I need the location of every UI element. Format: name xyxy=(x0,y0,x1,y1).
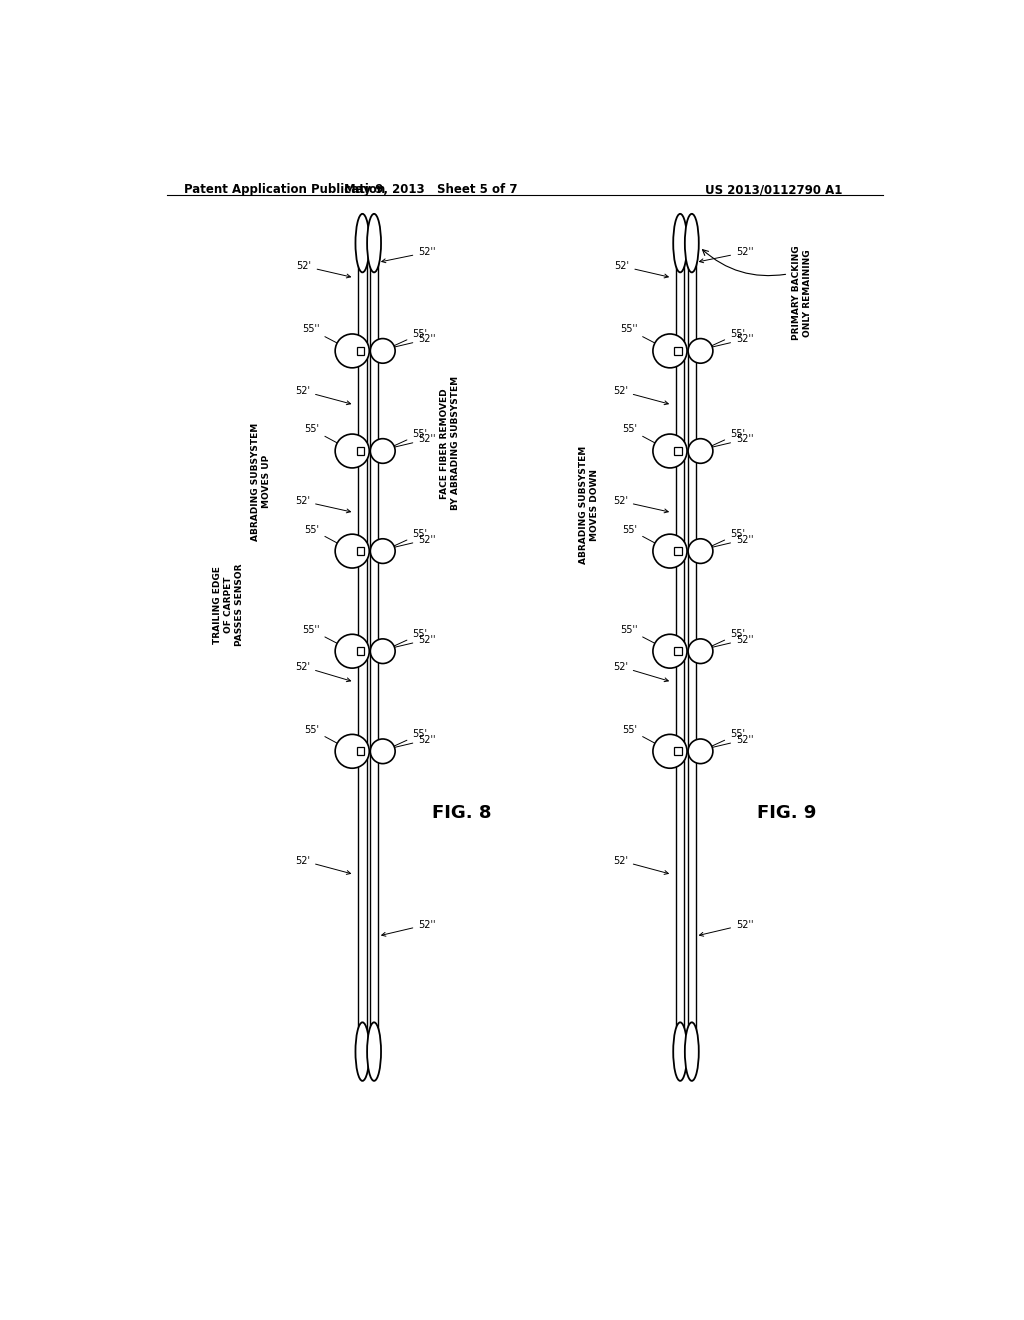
Text: 52': 52' xyxy=(295,496,350,512)
Circle shape xyxy=(335,334,370,368)
Circle shape xyxy=(653,734,687,768)
Bar xyxy=(356,447,365,455)
Text: FIG. 9: FIG. 9 xyxy=(757,804,816,822)
Text: 52'': 52'' xyxy=(699,247,754,263)
Text: 55': 55' xyxy=(623,425,667,449)
Text: 55': 55' xyxy=(705,529,744,549)
Circle shape xyxy=(371,338,395,363)
Bar xyxy=(356,548,365,554)
Bar xyxy=(370,243,378,1052)
Circle shape xyxy=(335,734,370,768)
Text: 55': 55' xyxy=(386,429,427,450)
Text: 52'': 52'' xyxy=(382,535,436,552)
Text: 55'': 55'' xyxy=(620,624,667,649)
Text: ABRADING SUBSYSTEM
MOVES UP: ABRADING SUBSYSTEM MOVES UP xyxy=(251,422,271,541)
Ellipse shape xyxy=(673,214,687,272)
Ellipse shape xyxy=(673,1022,687,1081)
Text: 55': 55' xyxy=(623,725,667,750)
Circle shape xyxy=(688,338,713,363)
Text: 52'': 52'' xyxy=(382,434,436,451)
Text: US 2013/0112790 A1: US 2013/0112790 A1 xyxy=(706,183,843,197)
Circle shape xyxy=(371,739,395,763)
Bar xyxy=(356,647,365,655)
Text: 52': 52' xyxy=(613,855,669,874)
Text: 52'': 52'' xyxy=(699,535,754,552)
Circle shape xyxy=(688,639,713,664)
Text: 52': 52' xyxy=(613,496,669,512)
Text: TRAILING EDGE
OF CARPET
PASSES SENSOR: TRAILING EDGE OF CARPET PASSES SENSOR xyxy=(213,564,245,647)
Text: 55'': 55'' xyxy=(620,325,667,348)
Circle shape xyxy=(688,739,713,763)
Text: 55': 55' xyxy=(305,425,349,449)
Circle shape xyxy=(335,535,370,568)
Circle shape xyxy=(335,635,370,668)
Text: PRIMARY BACKING
ONLY REMAINING: PRIMARY BACKING ONLY REMAINING xyxy=(793,246,812,341)
Text: 55': 55' xyxy=(705,630,744,649)
Text: 55'': 55'' xyxy=(302,624,349,649)
Circle shape xyxy=(688,438,713,463)
Text: Patent Application Publication: Patent Application Publication xyxy=(183,183,385,197)
Circle shape xyxy=(653,434,687,469)
Text: 55': 55' xyxy=(386,529,427,549)
Text: 55': 55' xyxy=(386,630,427,649)
Bar xyxy=(675,347,682,355)
Text: 55': 55' xyxy=(705,730,744,750)
Ellipse shape xyxy=(685,214,698,272)
Text: 55': 55' xyxy=(305,524,349,549)
Text: 52'': 52'' xyxy=(382,334,436,351)
Text: 52'': 52'' xyxy=(699,920,754,936)
Text: 52': 52' xyxy=(295,661,350,681)
Text: 52': 52' xyxy=(614,261,669,279)
Ellipse shape xyxy=(355,1022,370,1081)
Circle shape xyxy=(371,639,395,664)
Circle shape xyxy=(371,539,395,564)
Text: ABRADING SUBSYSTEM
MOVES DOWN: ABRADING SUBSYSTEM MOVES DOWN xyxy=(580,446,599,564)
Ellipse shape xyxy=(367,214,381,272)
Bar xyxy=(687,243,696,1052)
Text: 55': 55' xyxy=(305,725,349,750)
Text: FACE FIBER REMOVED
BY ABRADING SUBSYSTEM: FACE FIBER REMOVED BY ABRADING SUBSYSTEM xyxy=(439,376,460,511)
Text: 52'': 52'' xyxy=(699,334,754,351)
Bar xyxy=(675,647,682,655)
Text: 52': 52' xyxy=(295,855,350,874)
Text: 52'': 52'' xyxy=(699,635,754,651)
Bar xyxy=(356,347,365,355)
Text: 52': 52' xyxy=(295,385,350,405)
Bar xyxy=(356,747,365,755)
Text: 52': 52' xyxy=(613,661,669,681)
Text: 52'': 52'' xyxy=(382,735,436,751)
Ellipse shape xyxy=(367,1022,381,1081)
Bar xyxy=(676,243,684,1052)
Circle shape xyxy=(653,635,687,668)
Ellipse shape xyxy=(355,214,370,272)
Circle shape xyxy=(688,539,713,564)
Text: 52'': 52'' xyxy=(699,434,754,451)
Text: 55': 55' xyxy=(623,524,667,549)
Text: 55': 55' xyxy=(705,329,744,350)
Circle shape xyxy=(653,334,687,368)
Text: 52'': 52'' xyxy=(382,247,436,263)
Bar xyxy=(675,747,682,755)
Text: 52'': 52'' xyxy=(382,635,436,651)
Text: 55'': 55'' xyxy=(302,325,349,348)
Text: FIG. 8: FIG. 8 xyxy=(431,804,490,822)
Circle shape xyxy=(371,438,395,463)
Bar xyxy=(358,243,367,1052)
Circle shape xyxy=(335,434,370,469)
Text: 52'': 52'' xyxy=(699,735,754,751)
Text: 52': 52' xyxy=(297,261,350,279)
Text: 55': 55' xyxy=(386,730,427,750)
Ellipse shape xyxy=(685,1022,698,1081)
Bar xyxy=(675,548,682,554)
Text: May 9, 2013   Sheet 5 of 7: May 9, 2013 Sheet 5 of 7 xyxy=(343,183,517,197)
Circle shape xyxy=(653,535,687,568)
Text: 52'': 52'' xyxy=(382,920,436,936)
Text: 52': 52' xyxy=(613,385,669,405)
Text: 55': 55' xyxy=(705,429,744,450)
Text: 55': 55' xyxy=(386,329,427,350)
Bar xyxy=(675,447,682,455)
